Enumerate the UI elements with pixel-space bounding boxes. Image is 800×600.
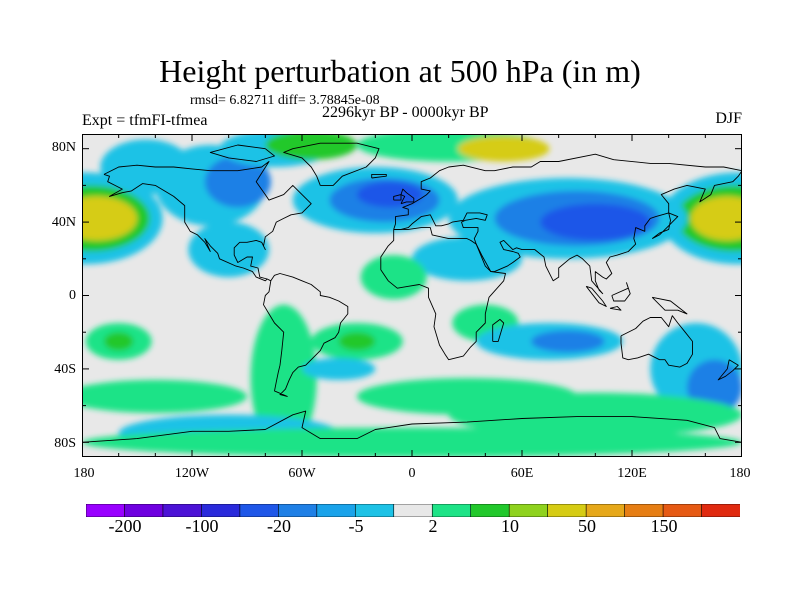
coastline bbox=[393, 194, 402, 201]
coastline bbox=[82, 410, 742, 443]
coastline bbox=[609, 306, 622, 311]
anomaly-patch bbox=[360, 255, 427, 300]
anomaly-patch bbox=[82, 427, 742, 457]
coastline bbox=[283, 142, 380, 186]
anomaly-patch bbox=[690, 196, 742, 241]
lat-label-80s: 80S bbox=[54, 436, 76, 451]
coastline bbox=[103, 161, 312, 282]
anomaly-patch bbox=[457, 135, 550, 162]
coastline bbox=[651, 212, 679, 240]
season-label: DJF bbox=[715, 110, 742, 127]
experiment-label: Expt = tfmFI-tfmea bbox=[82, 112, 208, 129]
anomaly-patch bbox=[104, 332, 134, 351]
coastline bbox=[620, 315, 693, 368]
coastline bbox=[400, 188, 415, 205]
lon-label-180e: 180 bbox=[729, 466, 751, 481]
coastline bbox=[611, 282, 631, 302]
colorbar-swatch bbox=[701, 504, 740, 517]
colorbar-label-2: 2 bbox=[428, 516, 438, 536]
anomaly-patch bbox=[265, 134, 357, 160]
lat-label-40n: 40N bbox=[51, 215, 76, 230]
map-frame bbox=[82, 134, 742, 457]
coastline bbox=[371, 173, 387, 179]
colorbar-label-neg200: -200 bbox=[108, 516, 142, 536]
anomaly-patch bbox=[357, 181, 423, 208]
anomaly-field bbox=[82, 134, 742, 457]
colorbar-label-150: 150 bbox=[650, 516, 678, 536]
anomaly-patch bbox=[531, 330, 605, 353]
colorbar-label-10: 10 bbox=[501, 516, 519, 536]
colorbar bbox=[86, 504, 740, 517]
coastline bbox=[651, 296, 688, 315]
colorbar-label-50: 50 bbox=[578, 516, 596, 536]
colorbar-label-neg100: -100 bbox=[185, 516, 219, 536]
colorbar-label-neg20: -20 bbox=[267, 516, 291, 536]
anomaly-patch bbox=[412, 236, 522, 281]
coastlines bbox=[82, 142, 742, 443]
anomaly-patch bbox=[448, 392, 742, 437]
coastline bbox=[585, 285, 607, 307]
anomaly-patch bbox=[188, 222, 269, 278]
lon-label-60e: 60E bbox=[510, 466, 534, 481]
stats-label: rmsd= 6.82711 diff= 3.78845e-08 bbox=[190, 93, 380, 108]
chart-title: Height perturbation at 500 hPa (in m) bbox=[159, 53, 641, 89]
period-label: 2296kyr BP - 0000kyr BP bbox=[322, 104, 489, 121]
lon-label-0: 0 bbox=[408, 466, 416, 481]
lat-label-equator: 0 bbox=[69, 288, 76, 303]
lat-label-80n: 80N bbox=[51, 140, 76, 155]
coastline bbox=[492, 318, 505, 342]
anomaly-patch bbox=[204, 156, 271, 208]
anomaly-patch bbox=[82, 196, 137, 241]
lon-label-180w: 180 bbox=[73, 466, 95, 481]
anomaly-patch bbox=[302, 357, 376, 380]
anomaly-patch bbox=[338, 332, 376, 351]
lon-label-120e: 120E bbox=[617, 466, 647, 481]
coastline bbox=[393, 153, 742, 295]
anomaly-patch bbox=[540, 203, 651, 241]
anomaly-patch bbox=[82, 379, 247, 413]
coastline bbox=[209, 144, 275, 162]
anomaly-patch bbox=[250, 304, 317, 452]
map-panel bbox=[82, 134, 742, 457]
lat-label-40s: 40S bbox=[54, 362, 76, 377]
coastline bbox=[380, 227, 506, 361]
lon-label-60w: 60W bbox=[288, 466, 316, 481]
lon-label-120w: 120W bbox=[174, 466, 210, 481]
coastline bbox=[717, 359, 739, 381]
colorbar-label-neg5: -5 bbox=[348, 516, 364, 536]
coastline bbox=[263, 273, 349, 397]
